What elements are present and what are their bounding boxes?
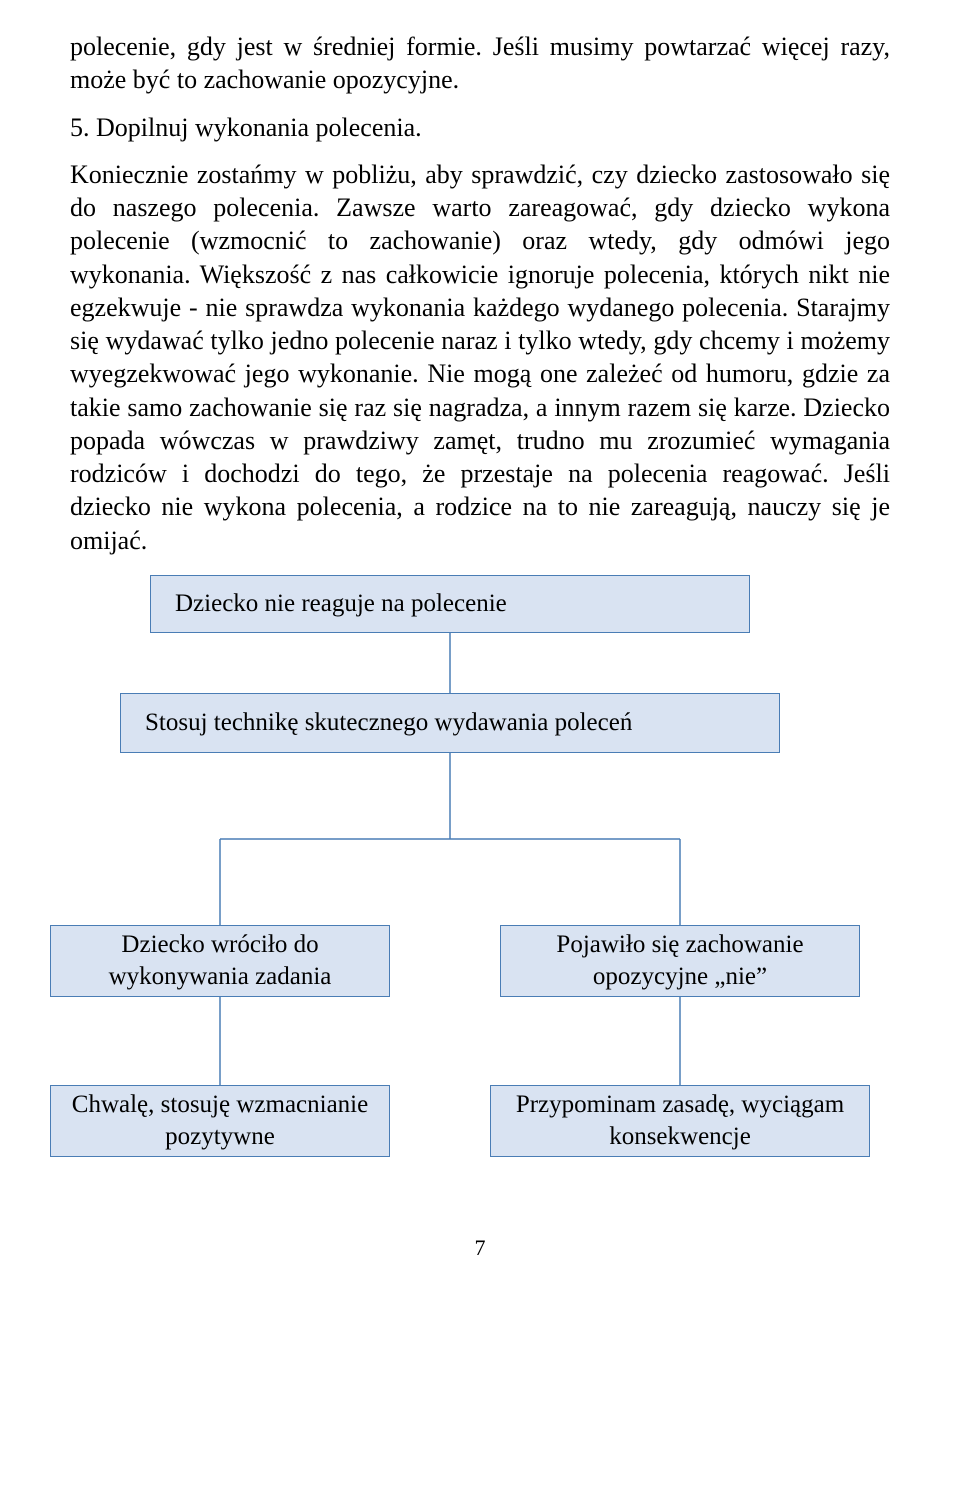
flow-box-label: Pojawiło się zachowanie opozycyjne „nie”	[515, 929, 845, 993]
flow-box-label: Chwalę, stosuję wzmacnianie pozytywne	[65, 1089, 375, 1153]
page-number: 7	[70, 1235, 890, 1261]
flow-box-label: Stosuj technikę skutecznego wydawania po…	[145, 707, 632, 739]
paragraph-1: polecenie, gdy jest w średniej formie. J…	[70, 30, 890, 97]
flow-box-label: Dziecko nie reaguje na polecenie	[175, 588, 507, 620]
paragraph-2: Koniecznie zostańmy w pobliżu, aby spraw…	[70, 158, 890, 557]
list-item-5: 5. Dopilnuj wykonania polecenia.	[70, 111, 890, 144]
flow-box-child-returned: Dziecko wróciło do wykonywania zadania	[50, 925, 390, 997]
flow-box-consequences: Przypominam zasadę, wyciągam konsekwencj…	[490, 1085, 870, 1157]
flow-box-apply-technique: Stosuj technikę skutecznego wydawania po…	[120, 693, 780, 753]
flow-box-praise: Chwalę, stosuję wzmacnianie pozytywne	[50, 1085, 390, 1157]
flow-box-oppositional: Pojawiło się zachowanie opozycyjne „nie”	[500, 925, 860, 997]
flow-box-label: Przypominam zasadę, wyciągam konsekwencj…	[505, 1089, 855, 1153]
flowchart: Dziecko nie reaguje na polecenie Stosuj …	[70, 575, 890, 1195]
flow-box-label: Dziecko wróciło do wykonywania zadania	[65, 929, 375, 993]
flow-box-no-reaction: Dziecko nie reaguje na polecenie	[150, 575, 750, 633]
